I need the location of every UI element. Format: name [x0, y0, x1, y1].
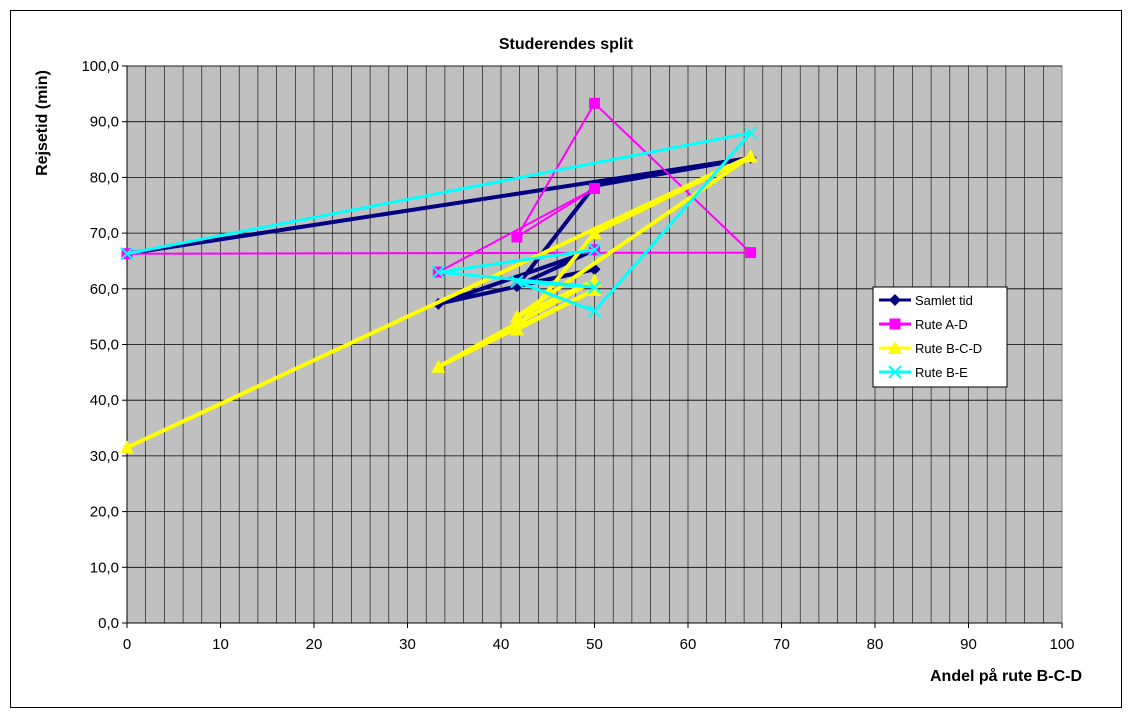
- x-tick-labels: 0 10 20 30 40 50 60 70 80 90 100: [123, 636, 1075, 653]
- x-axis-title: Andel på rute B-C-D: [930, 667, 1082, 685]
- x-tick-label: 90: [960, 636, 977, 653]
- data-point-rute-a-d: [511, 231, 523, 243]
- legend-swatch-marker: [888, 365, 902, 379]
- data-point-rute-b-c-d: [431, 359, 446, 373]
- data-point-rute-a-d: [589, 183, 600, 195]
- marker-stroke: [587, 243, 602, 257]
- legend-label: Rute B-C-D: [915, 341, 982, 356]
- data-point-rute-b-c-d: [509, 309, 524, 323]
- data-point-rute-b-e: [587, 280, 602, 294]
- y-axis-title: Rejsetid (min): [34, 70, 51, 176]
- data-point-rute-b-e: [120, 247, 134, 261]
- legend-label: Samlet tid: [915, 293, 973, 308]
- data-point-rute-b-e: [743, 126, 758, 140]
- x-tick-label: 40: [493, 636, 510, 653]
- x-tick-label: 70: [773, 636, 790, 653]
- x-tick-label: 0: [123, 636, 131, 653]
- legend-label: Rute B-E: [915, 365, 968, 380]
- marker-stroke: [587, 304, 602, 318]
- y-tick-label: 80,0: [90, 169, 119, 186]
- data-point-rute-b-c-d: [587, 226, 602, 240]
- data-point-rute-b-e: [431, 265, 446, 279]
- x-tick-label: 60: [680, 636, 697, 653]
- marker-stroke: [743, 126, 758, 140]
- data-point-rute-b-e: [587, 243, 602, 257]
- marker-stroke: [120, 247, 134, 261]
- data-point-rute-b-c-d: [509, 322, 524, 336]
- legend-item-samlet-tid: Samlet tid: [879, 293, 973, 308]
- chart: Studerendes split 0 10 20 30 40 50 60 70 80 90 100…: [34, 36, 1082, 685]
- legend-item-rute-b-c-d: Rute B-C-D: [879, 341, 982, 356]
- legend-label: Rute A-D: [915, 317, 968, 332]
- data-point-rute-b-e: [510, 274, 524, 289]
- y-tick-label: 10,0: [90, 559, 119, 576]
- y-tick-label: 40,0: [90, 392, 119, 409]
- x-tick-label: 80: [867, 636, 884, 653]
- series-layer: [120, 97, 758, 454]
- legend-item-rute-b-e: Rute B-E: [879, 365, 968, 380]
- x-tick-label: 50: [586, 636, 603, 653]
- legend: Samlet tid Rute A-D Rute B-C-D Rute B-E: [872, 286, 1008, 388]
- legend-swatch-marker: [889, 318, 901, 330]
- legend-item-rute-a-d: Rute A-D: [879, 317, 968, 332]
- data-point-rute-b-e: [587, 304, 602, 318]
- y-tick-label: 30,0: [90, 448, 119, 465]
- x-tick-label: 10: [212, 636, 229, 653]
- series-rute-b-c-d: [120, 149, 758, 454]
- marker-stroke: [587, 280, 602, 294]
- marker-stroke: [431, 265, 446, 279]
- data-point-rute-a-d: [745, 247, 757, 259]
- y-tick-labels: 0,0 10,0 20,0 30,0 40,0 50,0 60,0 70,0 80,0 90,0 1…: [81, 58, 119, 632]
- data-point-rute-b-c-d: [587, 282, 602, 296]
- legend-swatch-marker: [888, 341, 902, 354]
- x-tick-label: 100: [1049, 636, 1074, 653]
- y-tick-label: 0,0: [98, 615, 119, 632]
- y-tick-label: 100,0: [81, 58, 119, 75]
- x-tick-label: 20: [306, 636, 323, 653]
- data-point-rute-a-d: [589, 97, 600, 109]
- axes: [122, 65, 1063, 628]
- y-tick-label: 60,0: [90, 281, 119, 298]
- data-point-rute-b-c-d: [743, 149, 758, 163]
- chart-title: Studerendes split: [499, 36, 634, 53]
- legend-swatch-marker: [889, 294, 901, 306]
- y-tick-label: 70,0: [90, 225, 119, 242]
- x-tick-label: 30: [399, 636, 416, 653]
- data-point-samlet-tid: [510, 280, 523, 293]
- y-tick-label: 20,0: [90, 504, 119, 521]
- y-tick-label: 50,0: [90, 337, 119, 354]
- y-tick-label: 90,0: [90, 114, 119, 131]
- chart-frame: Studerendes split 0 10 20 30 40 50 60 70 80 90 100…: [10, 10, 1122, 708]
- marker-stroke: [888, 365, 902, 379]
- series-rute-b-e: [120, 126, 758, 318]
- data-point-rute-b-c-d: [120, 440, 134, 454]
- marker-stroke: [510, 274, 524, 289]
